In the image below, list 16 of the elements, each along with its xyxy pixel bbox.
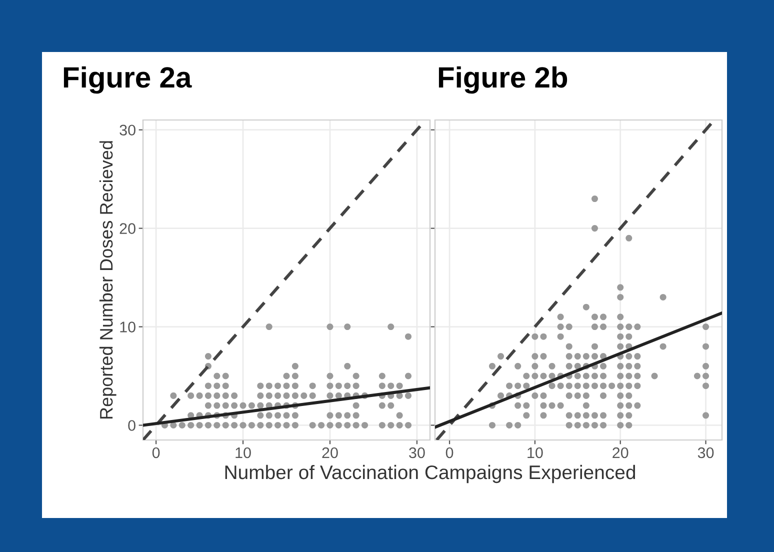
chart-title: Figure 2a <box>64 66 192 94</box>
y-tick-label: 0 <box>128 420 136 431</box>
x-axis-title: Number of Vaccination Campaigns Experienced <box>225 464 636 484</box>
y-tick-label: 30 <box>120 124 136 136</box>
x-tick-label: 20 <box>322 447 338 458</box>
x-tick-label: 0 <box>446 447 454 458</box>
x-tick-label: 20 <box>612 447 628 458</box>
x-tick-label: 30 <box>698 447 714 458</box>
x-tick-label: 0 <box>152 447 160 458</box>
y-tick-label: 20 <box>120 223 136 234</box>
y-axis-title: Reported Number Doses Recieved <box>99 141 116 419</box>
chart-title: Figure 2b <box>438 66 568 94</box>
x-tick-label: 10 <box>236 447 251 458</box>
x-tick-label: 30 <box>409 447 425 458</box>
x-tick-label: 10 <box>528 447 543 458</box>
y-tick-label: 10 <box>120 322 136 332</box>
